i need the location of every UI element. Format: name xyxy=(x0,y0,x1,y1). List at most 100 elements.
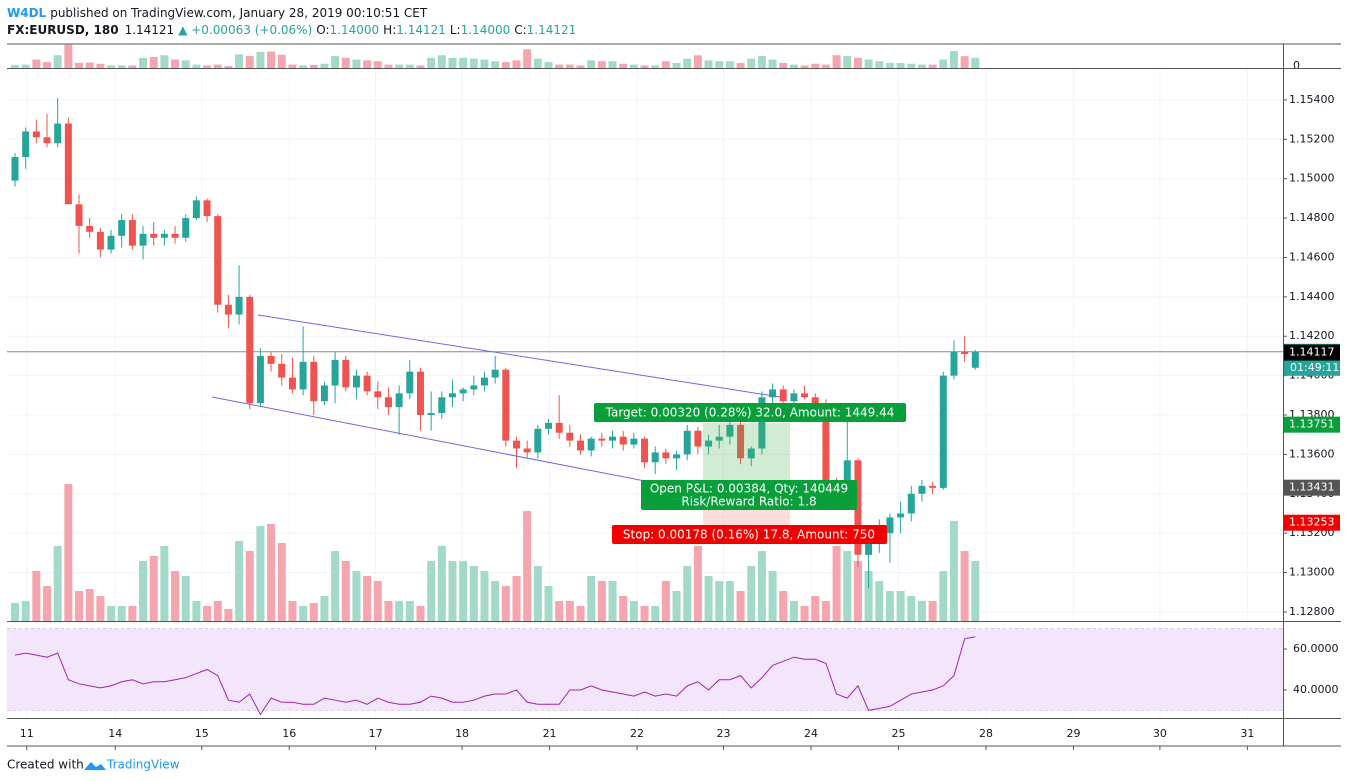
candle-body xyxy=(480,377,488,386)
volume-bar xyxy=(747,566,756,621)
volume-bar xyxy=(43,586,52,621)
volume-bar xyxy=(629,601,638,621)
volume-bar-top xyxy=(267,51,276,68)
volume-bar xyxy=(11,603,19,621)
volume-tick-label: 0 xyxy=(1293,59,1300,72)
volume-bar-top xyxy=(64,44,73,68)
volume-bar xyxy=(416,606,425,621)
volume-bar-top xyxy=(725,61,734,68)
candle-body xyxy=(971,351,979,368)
volume-bar-top xyxy=(427,57,436,68)
ohlc-key: O: xyxy=(316,23,329,37)
candle-body xyxy=(512,440,520,449)
ratio-label: Risk/Reward Ratio: 1.8 xyxy=(681,495,816,509)
volume-bar-top xyxy=(779,62,788,68)
x-tick-label: 11 xyxy=(20,727,34,740)
candle-body xyxy=(352,375,360,388)
volume-bar-top xyxy=(555,64,564,68)
candle-body xyxy=(96,231,104,250)
candle-body xyxy=(630,438,638,445)
candle-body xyxy=(929,485,937,488)
candle-body xyxy=(886,517,894,534)
price-label: 1.14117 xyxy=(1289,346,1335,359)
ohlc-key: H: xyxy=(383,23,396,37)
volume-bar xyxy=(565,601,574,621)
volume-bar xyxy=(309,603,318,621)
volume-bar xyxy=(907,596,916,621)
candle-body xyxy=(288,377,296,390)
candle-body xyxy=(448,393,456,398)
candle-body xyxy=(555,422,563,433)
candle-body xyxy=(961,351,969,354)
candle-body xyxy=(737,424,745,459)
volume-bar xyxy=(85,589,94,621)
candle-body xyxy=(790,393,798,402)
volume-bar-top xyxy=(683,58,692,68)
candle-body xyxy=(651,452,659,463)
candle-body xyxy=(278,363,286,378)
candle-body xyxy=(459,389,467,394)
y-tick-label: 1.14400 xyxy=(1289,290,1335,303)
marks xyxy=(11,44,980,716)
candle-body xyxy=(118,220,126,236)
x-tick-label: 30 xyxy=(1153,727,1167,740)
price-label: 1.13751 xyxy=(1289,418,1335,431)
ohlc-key: C: xyxy=(514,23,526,37)
candle-body xyxy=(918,485,926,494)
volume-bar-top xyxy=(512,60,521,68)
candle-body xyxy=(939,375,947,488)
volume-bar-top xyxy=(213,64,222,68)
channel-lower xyxy=(211,396,651,483)
volume-bar-top xyxy=(789,64,798,68)
x-tick-label: 17 xyxy=(369,727,383,740)
ohlc-value: 1.14121 xyxy=(527,23,577,37)
x-tick-label: 14 xyxy=(108,727,122,740)
volume-bar-top xyxy=(939,59,948,68)
volume-bar-top xyxy=(309,64,318,68)
volume-bar-top xyxy=(960,56,969,68)
candle-body xyxy=(150,233,158,238)
volume-bar xyxy=(693,546,702,621)
volume-bar-top xyxy=(43,62,52,68)
volume-bar-top xyxy=(75,62,84,68)
volume-bar-top xyxy=(672,62,681,68)
symbol: FX:EURUSD, 180 xyxy=(7,23,119,37)
candle-body xyxy=(523,448,531,453)
candle-body xyxy=(416,371,424,416)
countdown: 01:49:11 xyxy=(1290,361,1339,374)
candle-body xyxy=(267,355,275,364)
volume-bar xyxy=(832,546,841,621)
volume-bar xyxy=(555,601,564,621)
volume-bar-top xyxy=(448,57,457,68)
volume-bar xyxy=(245,551,254,621)
price-label: 1.13253 xyxy=(1289,516,1335,529)
candle-body xyxy=(491,369,499,378)
volume-bar-top xyxy=(320,63,329,68)
volume-bar-top xyxy=(181,60,190,68)
volume-bar-top xyxy=(693,55,702,68)
candle-body xyxy=(673,454,681,459)
volume-bar xyxy=(203,606,212,621)
volume-bar-top xyxy=(203,65,212,68)
volume-bar-top xyxy=(875,61,884,68)
volume-bar xyxy=(853,561,862,621)
candle-body xyxy=(502,369,510,441)
volume-bar-top xyxy=(363,60,372,68)
candle-body xyxy=(192,200,200,219)
volume-bar-top xyxy=(341,57,350,68)
volume-bar-top xyxy=(576,65,585,68)
target-label-bg xyxy=(594,403,906,422)
candle-body xyxy=(160,233,168,238)
candle-body xyxy=(310,361,318,402)
x-tick-label: 23 xyxy=(716,727,730,740)
volume-bar xyxy=(725,581,734,621)
volume-bar-top xyxy=(629,64,638,68)
candle-body xyxy=(705,440,713,447)
volume-bar-top xyxy=(256,51,265,68)
volume-bar-top xyxy=(917,64,926,68)
volume-bar xyxy=(171,571,180,621)
volume-bar-top xyxy=(171,59,180,68)
volume-bar xyxy=(53,546,62,621)
volume-bar-top xyxy=(608,61,617,68)
